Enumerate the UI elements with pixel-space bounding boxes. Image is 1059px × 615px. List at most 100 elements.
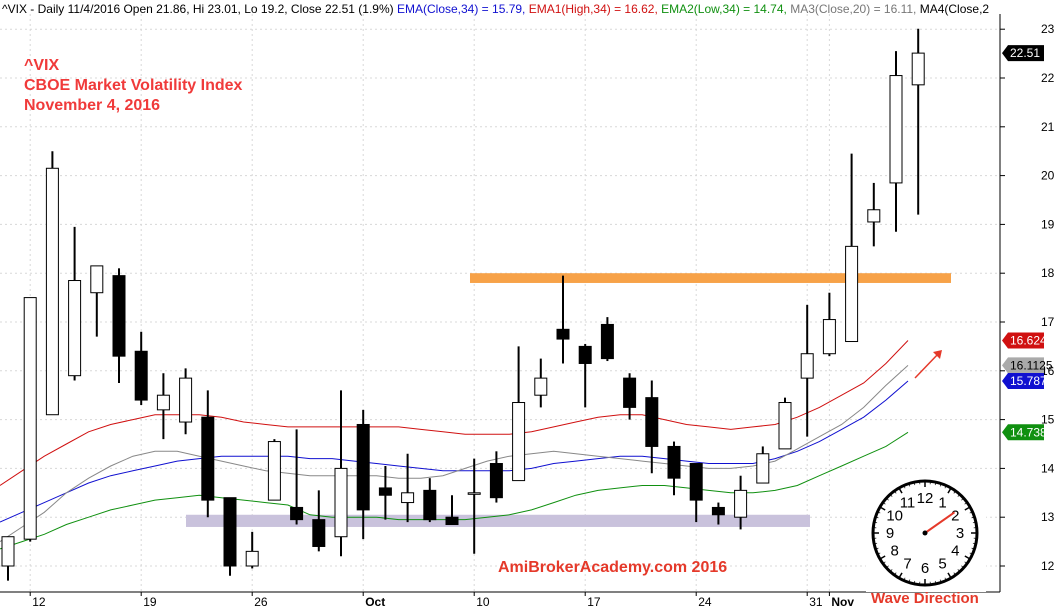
candle-body-down bbox=[224, 498, 236, 566]
chart-header: ^VIX - Daily 11/4/2016 Open 21.86, Hi 23… bbox=[2, 2, 989, 16]
y-tick-label: 14 bbox=[1041, 461, 1055, 475]
candle-body-down bbox=[135, 351, 147, 400]
overlay-symbol: ^VIX bbox=[24, 57, 59, 75]
candle-body-up bbox=[912, 53, 924, 85]
candle-body-up bbox=[180, 378, 192, 422]
y-tick-label: 20 bbox=[1041, 169, 1055, 183]
candle-body-down bbox=[424, 490, 436, 519]
candle-body-up bbox=[513, 403, 525, 481]
resistance-zone bbox=[470, 273, 951, 283]
x-tick-label: Nov bbox=[831, 595, 854, 609]
candle-body-up bbox=[535, 378, 547, 395]
header-text: ^VIX - Daily 11/4/2016 Open 21.86, Hi 23… bbox=[2, 2, 989, 16]
candle-body-down bbox=[690, 464, 702, 501]
y-tick-label: 19 bbox=[1041, 217, 1055, 231]
ma3-tag-label: 16.1125 bbox=[1010, 358, 1053, 372]
candle-body-up bbox=[157, 395, 169, 410]
clock-number: 1 bbox=[938, 495, 946, 512]
candle-body-up bbox=[801, 354, 813, 378]
candle-body-down bbox=[113, 276, 125, 357]
clock-number: 4 bbox=[951, 543, 959, 560]
candle bbox=[224, 498, 236, 576]
header-ma4: MA4(Close,2 bbox=[920, 2, 990, 16]
candle-body-up bbox=[91, 266, 103, 293]
y-tick-label: 23 bbox=[1041, 22, 1055, 36]
candle-body-up bbox=[757, 454, 769, 483]
candle-body-down bbox=[379, 488, 391, 495]
candle-body-up bbox=[24, 298, 36, 540]
candle-body-down bbox=[601, 324, 613, 358]
header-ma3: MA3(Close,20) = 16.11, bbox=[790, 2, 920, 16]
clock-center bbox=[923, 531, 928, 536]
candle-body-down bbox=[624, 378, 636, 407]
candle-body-down bbox=[357, 424, 369, 509]
candle-body-down bbox=[490, 464, 502, 498]
candle-body-down bbox=[579, 346, 591, 363]
header-ema1: EMA1(High,34) = 16.62, bbox=[529, 2, 661, 16]
y-tick-label: 12 bbox=[1041, 559, 1055, 573]
clock-number: 2 bbox=[951, 508, 959, 525]
clock-number: 3 bbox=[956, 525, 964, 542]
candle-body-down bbox=[202, 417, 214, 500]
candle-body-up bbox=[2, 537, 14, 566]
header-ohlc: ^VIX - Daily 11/4/2016 Open 21.86, Hi 23… bbox=[2, 2, 397, 16]
ema1-tag-label: 16.6242 bbox=[1010, 334, 1054, 348]
clock-number: 5 bbox=[938, 555, 946, 572]
clock-number: 11 bbox=[900, 495, 916, 512]
y-tick-label: 13 bbox=[1041, 510, 1055, 524]
x-tick-label: 17 bbox=[587, 595, 601, 609]
candle bbox=[268, 439, 280, 500]
x-tick-label: 26 bbox=[254, 595, 268, 609]
y-tick-label: 22 bbox=[1041, 71, 1055, 85]
x-tick-label: Oct bbox=[365, 595, 385, 609]
candle-body-down bbox=[446, 517, 458, 524]
y-tick-label: 18 bbox=[1041, 266, 1055, 280]
clock-number: 9 bbox=[886, 525, 894, 542]
candle-body-up bbox=[735, 490, 747, 517]
ema-tag-label: 15.7876 bbox=[1010, 374, 1054, 388]
x-tick-label: 31 bbox=[809, 595, 823, 609]
watermark: AmiBrokerAcademy.com 2016 bbox=[498, 559, 727, 577]
candle-body-up bbox=[246, 551, 258, 566]
clock-number: 7 bbox=[903, 555, 911, 572]
candle bbox=[46, 151, 58, 415]
support-zone bbox=[186, 515, 810, 527]
candle-body-down bbox=[313, 520, 325, 547]
candle-body-up bbox=[846, 246, 858, 341]
clock-number: 6 bbox=[921, 560, 929, 577]
candle-body-up bbox=[823, 320, 835, 354]
candle-body-up bbox=[335, 468, 347, 536]
candle-body-up bbox=[268, 442, 280, 501]
x-tick-label: 10 bbox=[476, 595, 490, 609]
candle bbox=[24, 298, 36, 542]
candle bbox=[779, 398, 791, 449]
candle-body-down bbox=[712, 507, 724, 514]
y-tick-label: 17 bbox=[1041, 315, 1055, 329]
candle-body-up bbox=[69, 281, 81, 376]
header-ema: EMA(Close,34) = 15.79, bbox=[397, 2, 529, 16]
candle-body-down bbox=[646, 398, 658, 447]
candle-body-up bbox=[779, 403, 791, 449]
x-tick-label: 12 bbox=[32, 595, 46, 609]
wave-direction-label: Wave Direction bbox=[871, 590, 979, 607]
candle-body-up bbox=[46, 168, 58, 414]
overlay-date: November 4, 2016 bbox=[24, 97, 160, 115]
ema2-tag-label: 14.738 bbox=[1010, 425, 1047, 439]
candle-body-up bbox=[402, 493, 414, 503]
candle-body-up bbox=[868, 210, 880, 222]
candle-body-up bbox=[890, 76, 902, 183]
x-tick-label: 19 bbox=[143, 595, 157, 609]
x-tick-label: 24 bbox=[698, 595, 712, 609]
candle-body-down bbox=[557, 329, 569, 339]
overlay-index-name: CBOE Market Volatility Index bbox=[24, 77, 242, 95]
clock-number: 8 bbox=[891, 543, 899, 560]
candle-body-down bbox=[291, 507, 303, 519]
candle-body-up bbox=[468, 493, 480, 495]
clock-number: 12 bbox=[917, 490, 934, 507]
candle-body-down bbox=[668, 446, 680, 478]
header-ema2: EMA2(Low,34) = 14.74, bbox=[661, 2, 790, 16]
y-tick-label: 21 bbox=[1041, 120, 1055, 134]
close-tag-label: 22.51 bbox=[1010, 46, 1040, 60]
